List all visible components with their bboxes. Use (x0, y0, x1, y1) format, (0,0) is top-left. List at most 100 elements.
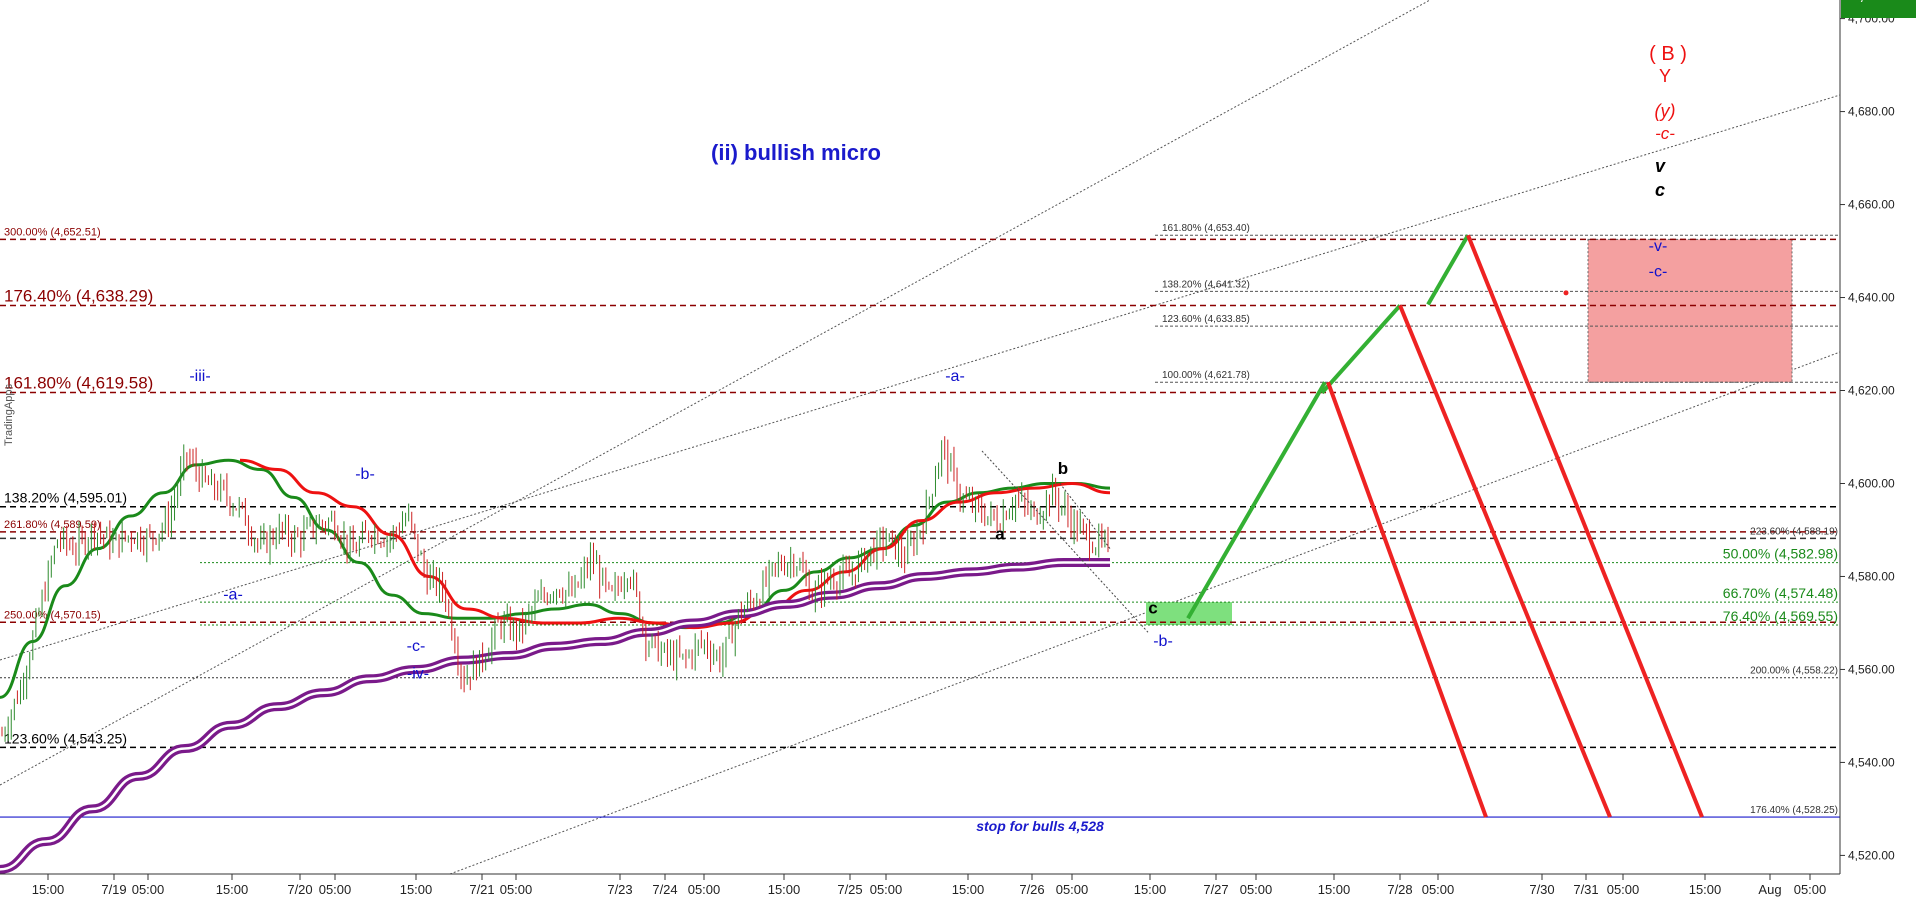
y-tick-label: 4,520.00 (1848, 848, 1895, 862)
x-tick-label: 05:00 (500, 882, 533, 897)
level-label-17: 176.40% (4,528.25) (1750, 805, 1838, 816)
x-tick-label: 05:00 (1422, 882, 1455, 897)
level-label-11: 100.00% (4,621.78) (1162, 370, 1250, 381)
y-tick-label: 4,560.00 (1848, 662, 1895, 676)
level-label-3: 161.80% (4,619.58) (4, 373, 153, 392)
degree-label-4: -c- (1655, 124, 1675, 143)
y-tick-label: 4,540.00 (1848, 755, 1895, 769)
x-tick-label: 05:00 (319, 882, 352, 897)
level-label-15: 76.40% (4,569.55) (1723, 608, 1838, 624)
price-badge-label: 4,585.25 (1853, 0, 1904, 3)
x-tick-label: 7/19 (101, 882, 126, 897)
level-label-1: 300.00% (4,652.51) (4, 226, 101, 238)
x-tick-label: 7/23 (607, 882, 632, 897)
wave-label-2: -a- (223, 587, 243, 604)
level-label-6: 250.00% (4,570.15) (4, 609, 101, 621)
x-tick-label: 7/28 (1387, 882, 1412, 897)
level-label-12: 223.60% (4,588.19) (1750, 526, 1838, 537)
y-tick-label: 4,600.00 (1848, 476, 1895, 490)
channel-line-3 (449, 351, 1841, 875)
green-projection-2 (1320, 304, 1402, 395)
x-tick-label: 15:00 (1689, 882, 1722, 897)
x-tick-label: 15:00 (400, 882, 433, 897)
x-tick-label: 05:00 (870, 882, 903, 897)
ma-slow-gap (0, 561, 1110, 871)
x-tick-label: 15:00 (952, 882, 985, 897)
x-tick-label: 05:00 (688, 882, 721, 897)
price-badge (1841, 0, 1916, 18)
x-tick-label: 7/21 (469, 882, 494, 897)
x-tick-label: 15:00 (768, 882, 801, 897)
wave-label-3: -b- (355, 466, 375, 483)
green-projection-1 (1186, 381, 1327, 620)
watermark-label: TradingApps (3, 384, 15, 446)
x-tick-label: 05:00 (1056, 882, 1089, 897)
x-tick-label: 15:00 (216, 882, 249, 897)
x-tick-label: 7/31 (1573, 882, 1598, 897)
zones (1146, 238, 1793, 626)
ma-mid (239, 458, 1111, 630)
level-label-10: 123.60% (4,633.85) (1162, 314, 1250, 325)
wave-label-1: -iii- (189, 368, 210, 385)
wave-label-10: -b- (1153, 633, 1173, 650)
degree-label-5: v (1655, 156, 1666, 176)
wave-label-9: c (1148, 599, 1157, 618)
channel-line-2 (0, 94, 1841, 661)
level-label-4: 138.20% (4,595.01) (4, 490, 127, 506)
correction-dotted-a (981, 450, 1149, 633)
y-tick-label: 4,580.00 (1848, 569, 1895, 583)
fib-levels: 300.00% (4,652.51) 176.40% (4,638.29) 161.… (0, 223, 1840, 818)
x-tick-label: 15:00 (1134, 882, 1167, 897)
red-projection-1 (1326, 381, 1488, 818)
degree-label-1: ( B ) (1649, 43, 1687, 65)
x-tick-label: Aug (1758, 882, 1781, 897)
x-tick-label: 7/25 (837, 882, 862, 897)
channel-lines (0, 0, 1841, 875)
correction-dotted-b (1059, 483, 1111, 549)
degree-label-6: c (1655, 180, 1665, 200)
level-label-13: 50.00% (4,582.98) (1723, 546, 1838, 562)
level-label-5: 261.80% (4,589.59) (4, 519, 101, 531)
degree-label-3: (y) (1655, 101, 1676, 121)
wave-label-5: -iv- (407, 666, 429, 683)
level-label-9: 138.20% (4,641.32) (1162, 279, 1250, 290)
y-tick-label: 4,660.00 (1848, 198, 1895, 212)
projection-lines (981, 234, 1704, 818)
level-label-16: 200.00% (4,558.22) (1750, 666, 1838, 677)
x-tick-label: 7/24 (652, 882, 677, 897)
y-tick-label: 4,640.00 (1848, 291, 1895, 305)
level-label-14: 66.70% (4,574.48) (1723, 585, 1838, 601)
x-tick-label: 05:00 (1607, 882, 1640, 897)
red-projection-3 (1466, 234, 1704, 818)
wave-label-12: -c- (1649, 264, 1668, 281)
red-projection-2 (1398, 304, 1612, 818)
x-tick-label: 7/27 (1203, 882, 1228, 897)
x-tick-label: 7/26 (1019, 882, 1044, 897)
green-projection-3 (1426, 234, 1470, 306)
red-marker (1563, 290, 1569, 296)
level-label-7: 123.60% (4,543.25) (4, 730, 127, 746)
x-tick-label: 15:00 (32, 882, 65, 897)
chart-title: (ii) bullish micro (711, 140, 881, 165)
stop-label: stop for bulls 4,528 (976, 818, 1104, 834)
level-label-2: 176.40% (4,638.29) (4, 286, 153, 305)
x-tick-label: 7/20 (287, 882, 312, 897)
x-tick-label: 05:00 (1794, 882, 1827, 897)
wave-label-8: b (1058, 459, 1068, 478)
ma-fast (0, 458, 1111, 699)
wave-label-11: -v- (1649, 238, 1668, 255)
level-label-8: 161.80% (4,653.40) (1162, 223, 1250, 234)
target-box (1587, 238, 1793, 383)
price-bars (1, 436, 1109, 742)
x-tick-label: 05:00 (1240, 882, 1273, 897)
y-tick-label: 4,680.00 (1848, 105, 1895, 119)
wave-label-4: -c- (407, 638, 426, 655)
y-tick-label: 4,620.00 (1848, 384, 1895, 398)
x-tick-label: 7/30 (1529, 882, 1554, 897)
degree-label-2: Y (1659, 66, 1671, 86)
x-tick-label: 05:00 (132, 882, 165, 897)
wave-labels: -iii- -a- -b- -c- -iv- -a-a b c -b- -v- -c- ( B )Y (… (189, 43, 1687, 683)
wave-label-6: -a- (945, 368, 965, 385)
